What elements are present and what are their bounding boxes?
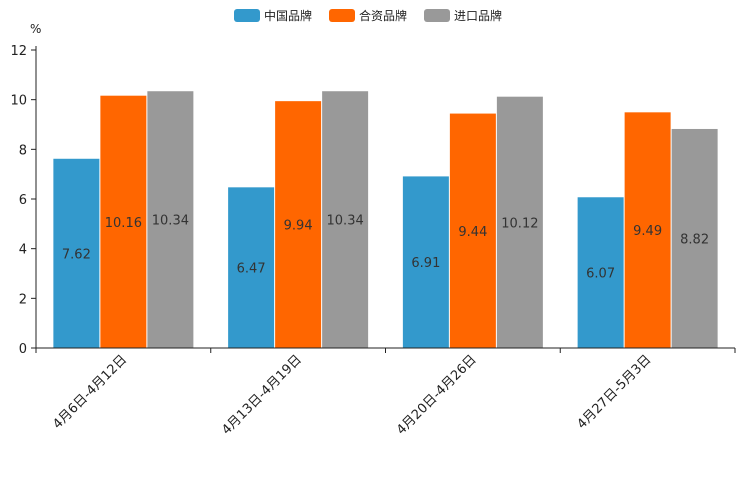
data-label: 9.49 xyxy=(633,224,662,239)
data-label: 6.91 xyxy=(411,256,440,271)
bars: 7.62 10.16 10.34 6.47 9.94 10.34 6.91 9.44 10.12… xyxy=(53,91,718,349)
data-label: 10.16 xyxy=(105,216,142,231)
bar xyxy=(228,187,275,348)
y-tick-label: 4 xyxy=(19,243,27,258)
legend-label: 合资品牌 xyxy=(359,8,407,23)
legend-label: 进口品牌 xyxy=(454,9,502,23)
legend: 中国品牌 合资品牌 进口品牌 xyxy=(234,8,502,23)
bar xyxy=(147,91,194,349)
x-tick-label: 4月6日-4月12日 xyxy=(50,352,130,432)
x-tick-label: 4月13日-4月19日 xyxy=(219,352,305,438)
bar xyxy=(671,128,718,348)
bar xyxy=(100,95,147,349)
data-label: 9.94 xyxy=(284,219,313,234)
bar xyxy=(322,91,369,349)
data-label: 6.47 xyxy=(237,262,266,277)
data-label: 8.82 xyxy=(680,232,709,247)
bar xyxy=(53,158,100,348)
y-tick-label: 6 xyxy=(19,193,27,208)
legend-swatch xyxy=(234,9,260,22)
y-axis: 0 2 4 6 8 10 12 xyxy=(10,44,37,357)
bar xyxy=(449,113,496,348)
y-tick-label: 8 xyxy=(19,143,27,158)
y-tick-label: 2 xyxy=(19,292,27,307)
y-tick-label: 0 xyxy=(19,342,27,357)
data-label: 7.62 xyxy=(62,247,91,262)
bar xyxy=(624,112,671,348)
legend-swatch xyxy=(424,9,450,22)
x-tick-label: 4月20日-4月26日 xyxy=(394,352,480,438)
data-label: 10.34 xyxy=(152,214,189,229)
y-tick-label: 12 xyxy=(10,44,27,59)
data-label: 9.44 xyxy=(458,225,487,240)
bar xyxy=(402,176,449,348)
legend-item[interactable]: 中国品牌 xyxy=(234,8,312,23)
bar xyxy=(577,197,624,348)
data-label: 10.12 xyxy=(501,216,538,231)
legend-swatch xyxy=(329,9,355,22)
y-axis-unit-label: % xyxy=(30,22,41,36)
legend-label: 中国品牌 xyxy=(264,8,312,23)
x-axis: 4月6日-4月12日 4月13日-4月19日 4月20日-4月26日 4月27日-5月… xyxy=(35,347,736,438)
data-label: 10.34 xyxy=(327,214,364,229)
legend-item[interactable]: 进口品牌 xyxy=(424,9,502,23)
legend-item[interactable]: 合资品牌 xyxy=(329,8,407,23)
data-label: 6.07 xyxy=(586,267,615,282)
y-tick-label: 10 xyxy=(10,94,27,109)
bar xyxy=(275,101,322,348)
x-tick-label: 4月27日-5月3日 xyxy=(575,352,655,432)
bar xyxy=(496,96,543,348)
